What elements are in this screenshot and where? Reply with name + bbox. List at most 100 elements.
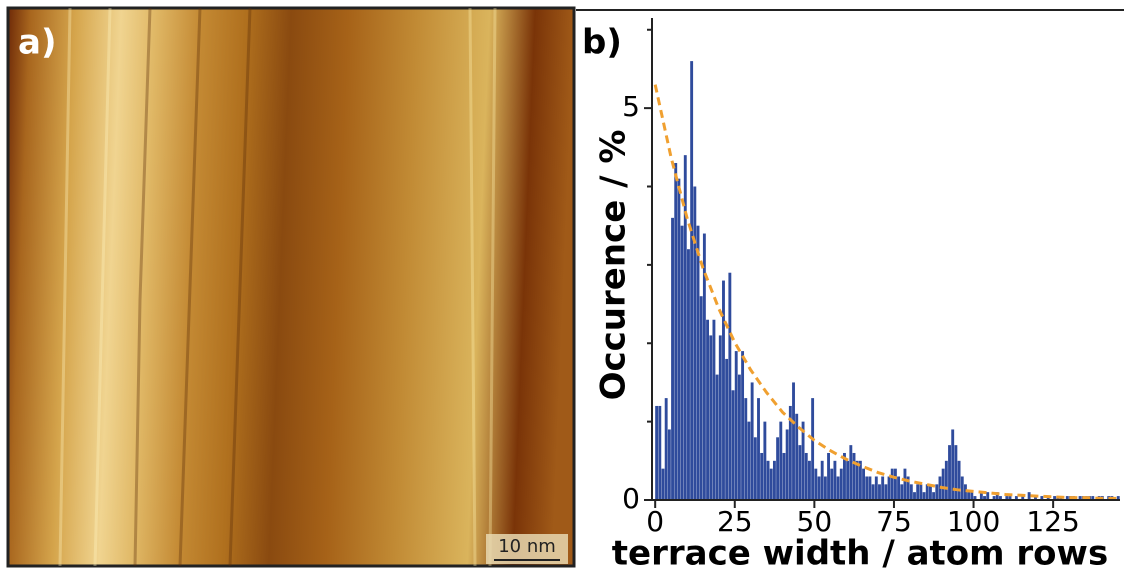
bar [801, 421, 805, 500]
bar [954, 445, 958, 500]
stm-image [6, 6, 576, 568]
x-tick-label: 25 [717, 505, 753, 538]
bar [779, 421, 783, 500]
x-tick-label: 100 [947, 505, 1000, 538]
bar [890, 468, 894, 500]
bar [757, 398, 760, 500]
bar [900, 484, 904, 500]
bar [925, 484, 929, 500]
bar [734, 351, 738, 500]
bar [999, 496, 1002, 500]
bar [833, 460, 837, 500]
bar [871, 484, 875, 500]
x-tick-label: 125 [1026, 505, 1079, 538]
bar [728, 272, 732, 500]
bar [1008, 496, 1012, 500]
bar [893, 468, 897, 500]
y-tick-label: 0 [622, 482, 640, 515]
bar [747, 421, 751, 500]
bar [690, 61, 694, 501]
bar [655, 405, 659, 500]
bar [887, 476, 891, 500]
bar [970, 492, 974, 500]
bar [750, 382, 754, 500]
bar [677, 178, 681, 500]
bar [737, 374, 741, 500]
bar [661, 468, 665, 500]
bar [664, 398, 668, 500]
bar [995, 492, 999, 500]
bar [944, 460, 948, 500]
bar [744, 398, 748, 500]
bar [1065, 496, 1069, 500]
bar [865, 476, 869, 500]
panel-label: b) [582, 23, 622, 63]
bar [741, 351, 745, 500]
bar [817, 476, 821, 500]
bar [823, 476, 827, 500]
bar [763, 421, 767, 500]
bar [983, 496, 986, 500]
bar [785, 429, 789, 500]
bar [658, 405, 662, 500]
bar [858, 460, 862, 500]
bar [884, 484, 888, 500]
bar [846, 460, 850, 500]
bar [776, 437, 780, 500]
bar [696, 225, 700, 501]
bar [897, 476, 901, 500]
bar [788, 405, 792, 500]
bar [1040, 496, 1044, 500]
bar [830, 468, 834, 500]
bar [1034, 496, 1037, 500]
bar [878, 484, 881, 500]
bar [1027, 492, 1031, 500]
bar [722, 280, 725, 500]
bar [957, 460, 961, 500]
bar [706, 319, 710, 500]
bar [772, 460, 776, 500]
bar [843, 452, 846, 500]
bar [868, 476, 872, 500]
bar [680, 225, 684, 501]
bar [820, 460, 824, 500]
bar [760, 452, 764, 500]
bar [1014, 496, 1018, 500]
y-tick-label: 5 [622, 90, 640, 123]
y-axis-label: Occurence / % [594, 130, 634, 401]
bar [913, 492, 916, 500]
terrace-steps [58, 7, 497, 567]
bar [986, 492, 990, 500]
bar [782, 452, 786, 500]
bar [725, 358, 729, 500]
bar [693, 186, 697, 500]
bar [992, 496, 996, 500]
bar [928, 484, 932, 500]
bar [967, 492, 971, 500]
bar [903, 468, 907, 500]
x-tick-label: 0 [646, 505, 664, 538]
bar [766, 460, 770, 500]
bar [792, 382, 795, 500]
bar [699, 296, 703, 500]
bar [935, 484, 939, 500]
bar [811, 398, 815, 500]
bar [709, 335, 713, 500]
bar [827, 452, 830, 500]
bar [804, 452, 808, 500]
bar [874, 476, 878, 500]
bar [979, 492, 983, 500]
bar [667, 429, 671, 500]
bar [712, 319, 716, 500]
fit-line [653, 84, 1117, 500]
bar [906, 476, 910, 500]
bar [852, 452, 856, 500]
x-axis-label: terrace width / atom rows [612, 534, 1108, 574]
bar [795, 413, 799, 500]
bar [715, 374, 719, 500]
bar [916, 484, 920, 500]
bar [909, 484, 913, 500]
bar [862, 468, 866, 500]
bar [683, 155, 687, 500]
bar [855, 460, 859, 500]
